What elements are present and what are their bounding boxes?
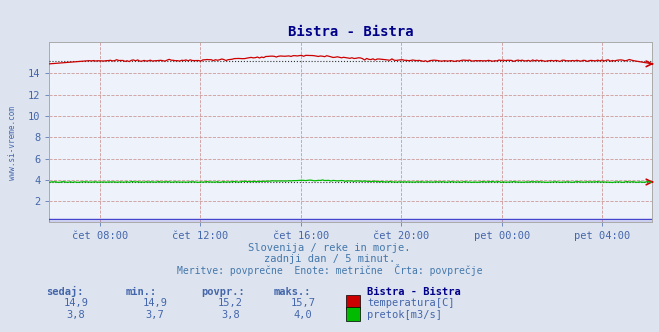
Text: pretok[m3/s]: pretok[m3/s] — [367, 310, 442, 320]
Text: zadnji dan / 5 minut.: zadnji dan / 5 minut. — [264, 254, 395, 264]
Text: 15,2: 15,2 — [218, 298, 243, 308]
Text: 15,7: 15,7 — [291, 298, 316, 308]
Text: Bistra - Bistra: Bistra - Bistra — [367, 288, 461, 297]
Text: 3,8: 3,8 — [67, 310, 85, 320]
Text: min.:: min.: — [125, 288, 156, 297]
Text: sedaj:: sedaj: — [46, 287, 84, 297]
Text: 14,9: 14,9 — [142, 298, 167, 308]
Text: Meritve: povprečne  Enote: metrične  Črta: povprečje: Meritve: povprečne Enote: metrične Črta:… — [177, 264, 482, 276]
Text: 4,0: 4,0 — [294, 310, 312, 320]
Text: 3,7: 3,7 — [146, 310, 164, 320]
Text: 3,8: 3,8 — [221, 310, 240, 320]
Text: maks.:: maks.: — [273, 288, 311, 297]
Text: 14,9: 14,9 — [63, 298, 88, 308]
Text: temperatura[C]: temperatura[C] — [367, 298, 455, 308]
Text: Slovenija / reke in morje.: Slovenija / reke in morje. — [248, 243, 411, 253]
Text: povpr.:: povpr.: — [201, 288, 244, 297]
Title: Bistra - Bistra: Bistra - Bistra — [288, 25, 414, 39]
Text: www.si-vreme.com: www.si-vreme.com — [8, 106, 17, 180]
